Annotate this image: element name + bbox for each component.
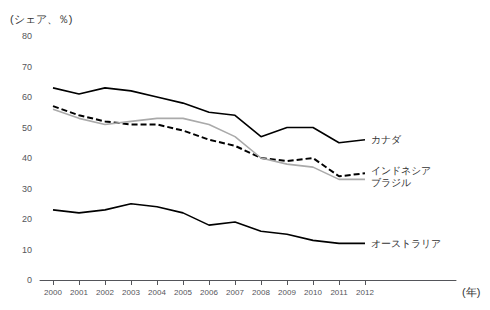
svg-text:(シェア、％): (シェア、％) (10, 13, 72, 25)
svg-text:カナダ: カナダ (371, 134, 402, 145)
svg-text:2001: 2001 (70, 288, 88, 297)
svg-text:60: 60 (22, 92, 32, 102)
svg-text:2006: 2006 (200, 288, 218, 297)
svg-text:70: 70 (22, 62, 32, 72)
svg-text:2011: 2011 (330, 288, 348, 297)
svg-text:2008: 2008 (252, 288, 270, 297)
svg-text:2003: 2003 (122, 288, 140, 297)
svg-text:30: 30 (22, 184, 32, 194)
svg-text:2000: 2000 (44, 288, 62, 297)
svg-text:2010: 2010 (304, 288, 322, 297)
svg-text:0: 0 (27, 275, 32, 285)
svg-text:2012: 2012 (356, 288, 374, 297)
svg-text:インドネシア: インドネシア (371, 165, 431, 176)
svg-text:2009: 2009 (278, 288, 296, 297)
svg-text:50: 50 (22, 123, 32, 133)
svg-text:2005: 2005 (174, 288, 192, 297)
svg-text:(年): (年) (462, 286, 480, 298)
svg-text:20: 20 (22, 214, 32, 224)
svg-text:80: 80 (22, 31, 32, 41)
svg-text:ブラジル: ブラジル (371, 177, 411, 188)
svg-text:40: 40 (22, 153, 32, 163)
svg-text:2004: 2004 (148, 288, 166, 297)
svg-text:10: 10 (22, 245, 32, 255)
svg-text:2007: 2007 (226, 288, 244, 297)
svg-text:オーストラリア: オーストラリア (371, 238, 441, 249)
svg-text:2002: 2002 (96, 288, 114, 297)
